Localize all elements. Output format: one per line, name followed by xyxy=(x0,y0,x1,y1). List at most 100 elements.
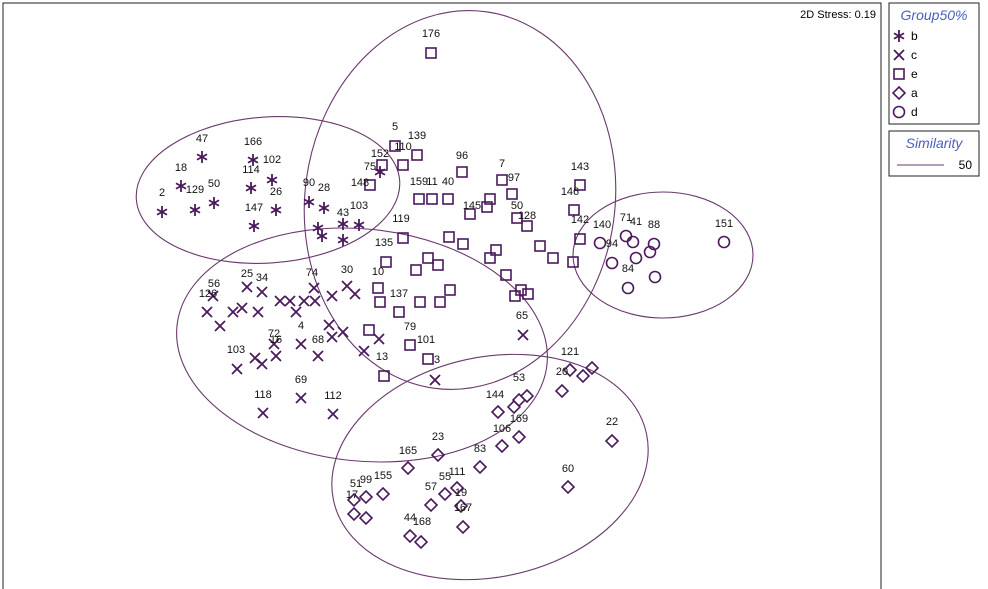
point-a xyxy=(346,506,362,522)
point-label: 55 xyxy=(439,471,451,483)
point-label: 146 xyxy=(561,186,579,198)
plot-frame xyxy=(2,2,882,589)
point-label: 16 xyxy=(270,334,282,346)
point-e xyxy=(432,259,444,271)
point-label: 74 xyxy=(306,267,318,279)
point-label: 151 xyxy=(715,218,733,230)
point-c xyxy=(337,326,349,338)
point-c xyxy=(349,288,361,300)
point-label: 34 xyxy=(256,272,268,284)
point-c xyxy=(201,306,213,318)
point-e xyxy=(509,290,521,302)
point-b xyxy=(208,197,220,209)
point-a xyxy=(472,459,488,475)
point-c xyxy=(256,358,268,370)
point-b xyxy=(175,180,187,192)
point-label: 10 xyxy=(372,266,384,278)
point-e xyxy=(393,306,405,318)
point-label: 44 xyxy=(404,512,416,524)
point-a xyxy=(575,368,591,384)
point-label: 121 xyxy=(561,346,579,358)
point-label: 145 xyxy=(463,200,481,212)
point-label: 28 xyxy=(318,182,330,194)
point-d xyxy=(605,256,619,270)
point-c xyxy=(327,408,339,420)
point-c xyxy=(373,333,385,345)
point-b xyxy=(270,204,282,216)
point-e xyxy=(442,193,454,205)
point-label: 103 xyxy=(350,200,368,212)
point-a xyxy=(346,492,362,508)
group-legend-box xyxy=(888,2,980,125)
point-c xyxy=(284,295,296,307)
legend-symbol-e xyxy=(893,68,905,80)
point-c xyxy=(429,374,441,386)
point-e xyxy=(521,220,533,232)
point-label: 22 xyxy=(606,416,618,428)
point-label: 23 xyxy=(432,431,444,443)
point-b xyxy=(266,174,278,186)
point-b xyxy=(196,151,208,163)
point-c xyxy=(309,295,321,307)
point-c xyxy=(274,295,286,307)
point-e xyxy=(457,238,469,250)
similarity-ellipses xyxy=(135,10,754,581)
point-b xyxy=(189,204,201,216)
point-a xyxy=(562,362,578,378)
point-label: 168 xyxy=(413,516,431,528)
point-label: 106 xyxy=(493,423,511,435)
point-label: 103 xyxy=(227,344,245,356)
point-e xyxy=(481,201,493,213)
point-a xyxy=(519,388,535,404)
point-e xyxy=(567,256,579,268)
point-e xyxy=(411,149,423,161)
point-e xyxy=(374,296,386,308)
point-label: 72 xyxy=(268,328,280,340)
ellipse-group-a xyxy=(331,353,649,581)
point-label: 51 xyxy=(350,478,362,490)
point-c xyxy=(270,350,282,362)
point-label: 118 xyxy=(254,389,272,401)
point-c xyxy=(231,363,243,375)
point-label: 18 xyxy=(175,162,187,174)
point-a xyxy=(358,510,374,526)
legend-label-d: d xyxy=(911,105,918,119)
point-d xyxy=(648,270,662,284)
point-label: 60 xyxy=(562,463,574,475)
point-label: 111 xyxy=(449,466,466,478)
point-e xyxy=(434,296,446,308)
point-b xyxy=(247,154,259,166)
ellipse-group-d xyxy=(572,191,754,319)
similarity-legend-box xyxy=(888,130,980,177)
point-a xyxy=(375,486,391,502)
point-label: 142 xyxy=(571,214,589,226)
point-d xyxy=(626,235,640,249)
point-e xyxy=(464,208,476,220)
point-e xyxy=(511,212,523,224)
point-label: 143 xyxy=(571,161,589,173)
point-label: 75 xyxy=(364,161,376,173)
point-a xyxy=(506,399,522,415)
point-c xyxy=(256,286,268,298)
point-label: 25 xyxy=(241,268,253,280)
point-a xyxy=(423,497,439,513)
ellipse-group-b xyxy=(135,116,401,264)
point-label: 5 xyxy=(392,121,398,133)
point-label: 101 xyxy=(417,334,435,346)
point-a xyxy=(358,489,374,505)
point-c xyxy=(236,302,248,314)
point-a xyxy=(490,404,506,420)
point-e xyxy=(490,244,502,256)
point-label: 114 xyxy=(242,164,260,176)
legend-label-b: b xyxy=(911,29,918,43)
point-label: 40 xyxy=(442,176,454,188)
point-label: 126 xyxy=(199,288,217,300)
point-label: 17 xyxy=(346,489,358,501)
point-e xyxy=(443,231,455,243)
point-e xyxy=(378,370,390,382)
point-c xyxy=(290,306,302,318)
point-b xyxy=(245,182,257,194)
point-c xyxy=(312,350,324,362)
point-c xyxy=(257,407,269,419)
